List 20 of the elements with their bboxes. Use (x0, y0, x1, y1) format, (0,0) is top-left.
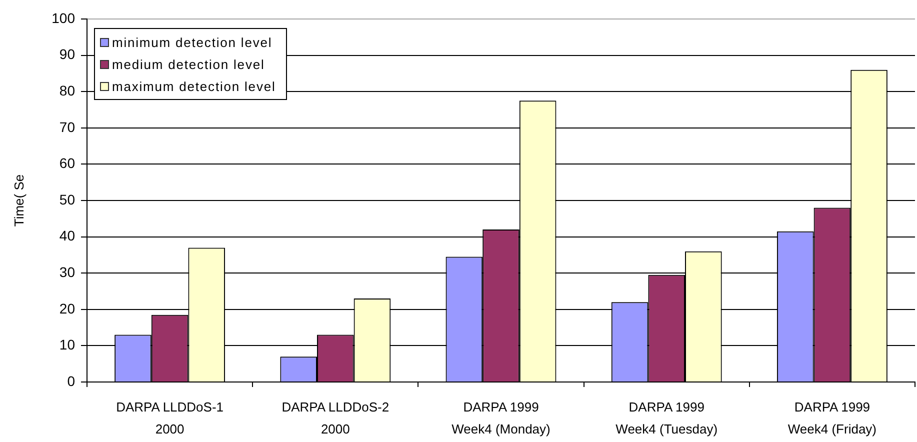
x-tick-label: DARPA 1999 Week4 (Monday) (452, 400, 550, 437)
y-tick-label: 10 (59, 336, 76, 353)
legend-label: medium detection level (112, 56, 265, 72)
y-tick-label: 60 (59, 155, 76, 172)
y-tick-label: 40 (59, 228, 76, 244)
y-tick-label: 20 (59, 300, 76, 316)
y-tick-label: 50 (59, 191, 76, 208)
x-tick-label: DARPA LLDDoS-1 2000 (116, 400, 224, 437)
y-tick-label: 30 (59, 264, 76, 280)
y-tick-label: 0 (67, 372, 76, 389)
y-axis-title: Time( Se (11, 174, 26, 227)
x-tick-label: DARPA LLDDoS-2 2000 (282, 400, 390, 437)
legend-label: maximum detection level (112, 78, 276, 94)
legend-label: minimum detection level (112, 34, 272, 50)
y-tick-label: 80 (59, 82, 76, 98)
y-tick-label: 90 (59, 46, 76, 62)
x-tick-label: DARPA 1999 Week4 (Tuesday) (616, 400, 718, 437)
y-tick-label: 100 (52, 10, 76, 26)
x-tick-label: DARPA 1999 Week4 (Friday) (788, 400, 877, 437)
y-tick-label: 70 (59, 118, 76, 135)
